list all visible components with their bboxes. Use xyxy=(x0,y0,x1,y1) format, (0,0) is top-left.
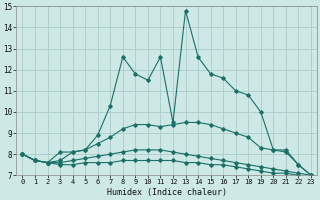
X-axis label: Humidex (Indice chaleur): Humidex (Indice chaleur) xyxy=(107,188,227,197)
